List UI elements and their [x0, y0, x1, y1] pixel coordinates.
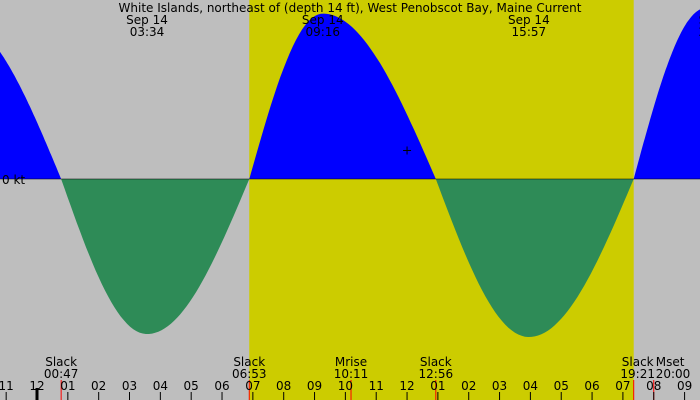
- hour-tick-label: 05: [184, 379, 199, 393]
- hour-tick-label: 01: [60, 379, 75, 393]
- extreme-date-label: Sep 14: [508, 13, 550, 27]
- hour-tick-label: 12: [29, 379, 44, 393]
- extreme-time-label: 03:34: [130, 25, 165, 39]
- event-time: 10:11: [334, 367, 369, 381]
- extreme-date-label: Sep 14: [302, 13, 344, 27]
- flood-area: [633, 9, 700, 180]
- hour-axis: 11 12 01 02 03 04 05 06 07 08 09 10 11 12 01 02 03 04 05 06…: [0, 379, 692, 400]
- hour-tick-label: 04: [153, 379, 168, 393]
- hour-tick-label: 06: [214, 379, 229, 393]
- hour-tick-label: 02: [91, 379, 106, 393]
- hour-tick-label: 12: [399, 379, 414, 393]
- event-time: 19:21: [620, 367, 655, 381]
- hour-tick-label: 07: [245, 379, 260, 393]
- extreme-time-label: 15:57: [512, 25, 547, 39]
- current-series: [0, 9, 700, 337]
- event-time: 12:56: [419, 367, 454, 381]
- chart-title: White Islands, northeast of (depth 14 ft…: [119, 1, 582, 15]
- hour-tick-label: 01: [430, 379, 445, 393]
- hour-tick-label: 11: [0, 379, 14, 393]
- event-label: Slack: [45, 355, 77, 369]
- event-time: 00:47: [44, 367, 79, 381]
- extreme-time-label: 09:16: [305, 25, 340, 39]
- extreme-date-label: Sep 14: [126, 13, 168, 27]
- current-time-marker: [403, 146, 412, 155]
- event-label: Slack: [420, 355, 452, 369]
- hour-tick-label: 08: [276, 379, 291, 393]
- flood-area: [0, 51, 62, 179]
- event-label: Slack: [622, 355, 654, 369]
- zero-axis-label: 0 kt: [2, 173, 25, 187]
- hour-tick-label: 09: [677, 379, 692, 393]
- ebb-area: [435, 179, 634, 337]
- hour-tick-label: 03: [122, 379, 137, 393]
- hour-tick-label: 08: [646, 379, 661, 393]
- hour-tick-label: 07: [615, 379, 630, 393]
- event-labels: Slack00:47Slack06:53Mrise10:11Slack12:56…: [44, 355, 690, 400]
- event-time: 20:00: [656, 367, 691, 381]
- event-label: Slack: [233, 355, 265, 369]
- hour-tick-label: 11: [369, 379, 384, 393]
- hour-tick-label: 05: [554, 379, 569, 393]
- hour-tick-label: 06: [584, 379, 599, 393]
- hour-tick-label: 02: [461, 379, 476, 393]
- extreme-date-label: Se: [699, 13, 700, 27]
- event-label: Mrise: [335, 355, 367, 369]
- ebb-area: [61, 179, 250, 334]
- flood-area: [249, 13, 436, 179]
- hour-tick-label: 03: [492, 379, 507, 393]
- event-time: 06:53: [232, 367, 267, 381]
- hour-tick-label: 09: [307, 379, 322, 393]
- hour-tick-label: 10: [338, 379, 353, 393]
- hour-tick-label: 04: [523, 379, 538, 393]
- event-label: Mset: [656, 355, 685, 369]
- extreme-time-label: 21: [699, 25, 700, 39]
